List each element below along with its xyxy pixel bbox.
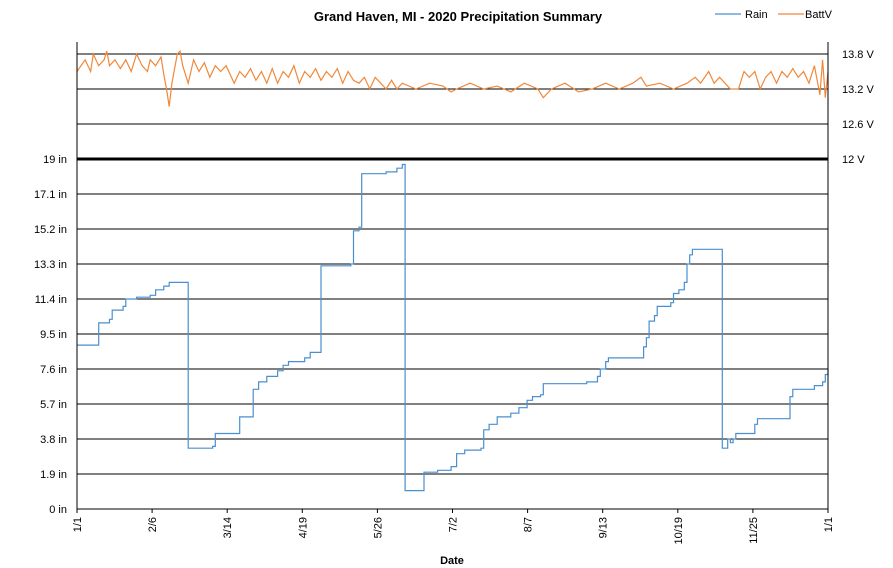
left-tick-label: 3.8 in xyxy=(40,434,67,446)
left-tick-label: 11.4 in xyxy=(35,294,67,306)
rain-line xyxy=(77,163,829,492)
x-axis-label: Date xyxy=(440,555,464,567)
right-tick-label: 12 V xyxy=(842,154,865,166)
right-axis-ticks: 12 V 12.6 V 13.2 V 13.8 V xyxy=(842,49,874,166)
axes xyxy=(76,42,829,509)
x-tick-label: 8/7 xyxy=(523,517,535,532)
chart-title: Grand Haven, MI - 2020 Precipitation Sum… xyxy=(314,9,603,24)
right-tick-label: 12.6 V xyxy=(842,119,874,131)
left-tick-label: 15.2 in xyxy=(34,224,67,236)
right-tick-label: 13.2 V xyxy=(842,84,874,96)
left-axis-ticks: 0 in 1.9 in 3.8 in 5.7 in 7.6 in 9.5 in 11.4 i… xyxy=(34,154,67,516)
x-tick-label: 9/13 xyxy=(598,517,610,538)
chart-legend: Rain BattV xyxy=(715,9,833,21)
x-tick-label: 7/2 xyxy=(448,517,460,532)
grid-lines xyxy=(77,53,828,510)
rain-series xyxy=(77,163,829,492)
x-tick-label: 5/26 xyxy=(372,517,384,538)
right-tick-label: 13.8 V xyxy=(842,49,874,61)
x-tick-label: 10/19 xyxy=(673,517,685,545)
left-tick-label: 7.6 in xyxy=(40,364,67,376)
legend-rain-label: Rain xyxy=(745,9,768,21)
x-tick-label: 2/6 xyxy=(147,517,159,532)
left-tick-label: 0 in xyxy=(49,504,67,516)
x-axis-ticks: 1/1 2/6 3/14 4/19 5/26 7/2 8/7 9/13 10/19 11/25 1/… xyxy=(72,509,835,545)
battv-series xyxy=(76,49,829,107)
left-tick-label: 1.9 in xyxy=(40,469,67,481)
x-tick-label: 1/1 xyxy=(72,517,84,532)
x-tick-label: 1/1 xyxy=(823,517,835,532)
left-tick-label: 5.7 in xyxy=(40,399,67,411)
left-tick-label: 17.1 in xyxy=(34,189,67,201)
x-tick-label: 3/14 xyxy=(222,517,234,538)
legend-battv-label: BattV xyxy=(805,9,833,21)
left-tick-label: 13.3 in xyxy=(34,259,67,271)
left-tick-label: 19 in xyxy=(43,154,67,166)
left-tick-label: 9.5 in xyxy=(40,329,67,341)
x-tick-label: 4/19 xyxy=(297,517,309,538)
x-tick-label: 11/25 xyxy=(748,517,760,544)
battv-line xyxy=(76,49,829,107)
